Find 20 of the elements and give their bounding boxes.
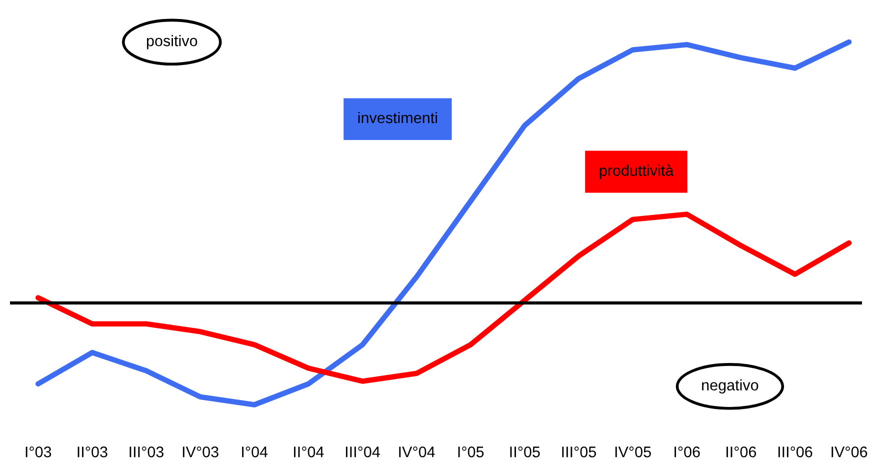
x-tick-label: IV°06 xyxy=(832,446,868,458)
x-tick-label: IV°04 xyxy=(399,446,435,458)
annotation: negativo xyxy=(702,379,758,394)
x-tick-label: I°05 xyxy=(458,446,484,458)
x-tick-label: III°06 xyxy=(778,446,812,458)
x-tick-label: II°04 xyxy=(294,446,324,458)
x-tick-label: III°04 xyxy=(346,446,380,458)
x-tick-label: II°05 xyxy=(510,446,540,458)
x-tick-label: I°06 xyxy=(674,446,700,458)
annotation: positivo xyxy=(146,35,198,50)
x-tick-label: I°03 xyxy=(26,446,52,458)
x-tick-label: III°03 xyxy=(130,446,164,458)
x-tick-label: III°05 xyxy=(562,446,596,458)
text: produttività xyxy=(600,164,674,179)
x-tick-label: II°03 xyxy=(78,446,108,458)
x-tick-label: I°04 xyxy=(242,446,268,458)
x-tick-label: IV°03 xyxy=(182,446,218,458)
x-tick-label: IV°05 xyxy=(615,446,651,458)
text: investimenti xyxy=(358,112,437,124)
x-tick-label: II°06 xyxy=(726,446,756,458)
